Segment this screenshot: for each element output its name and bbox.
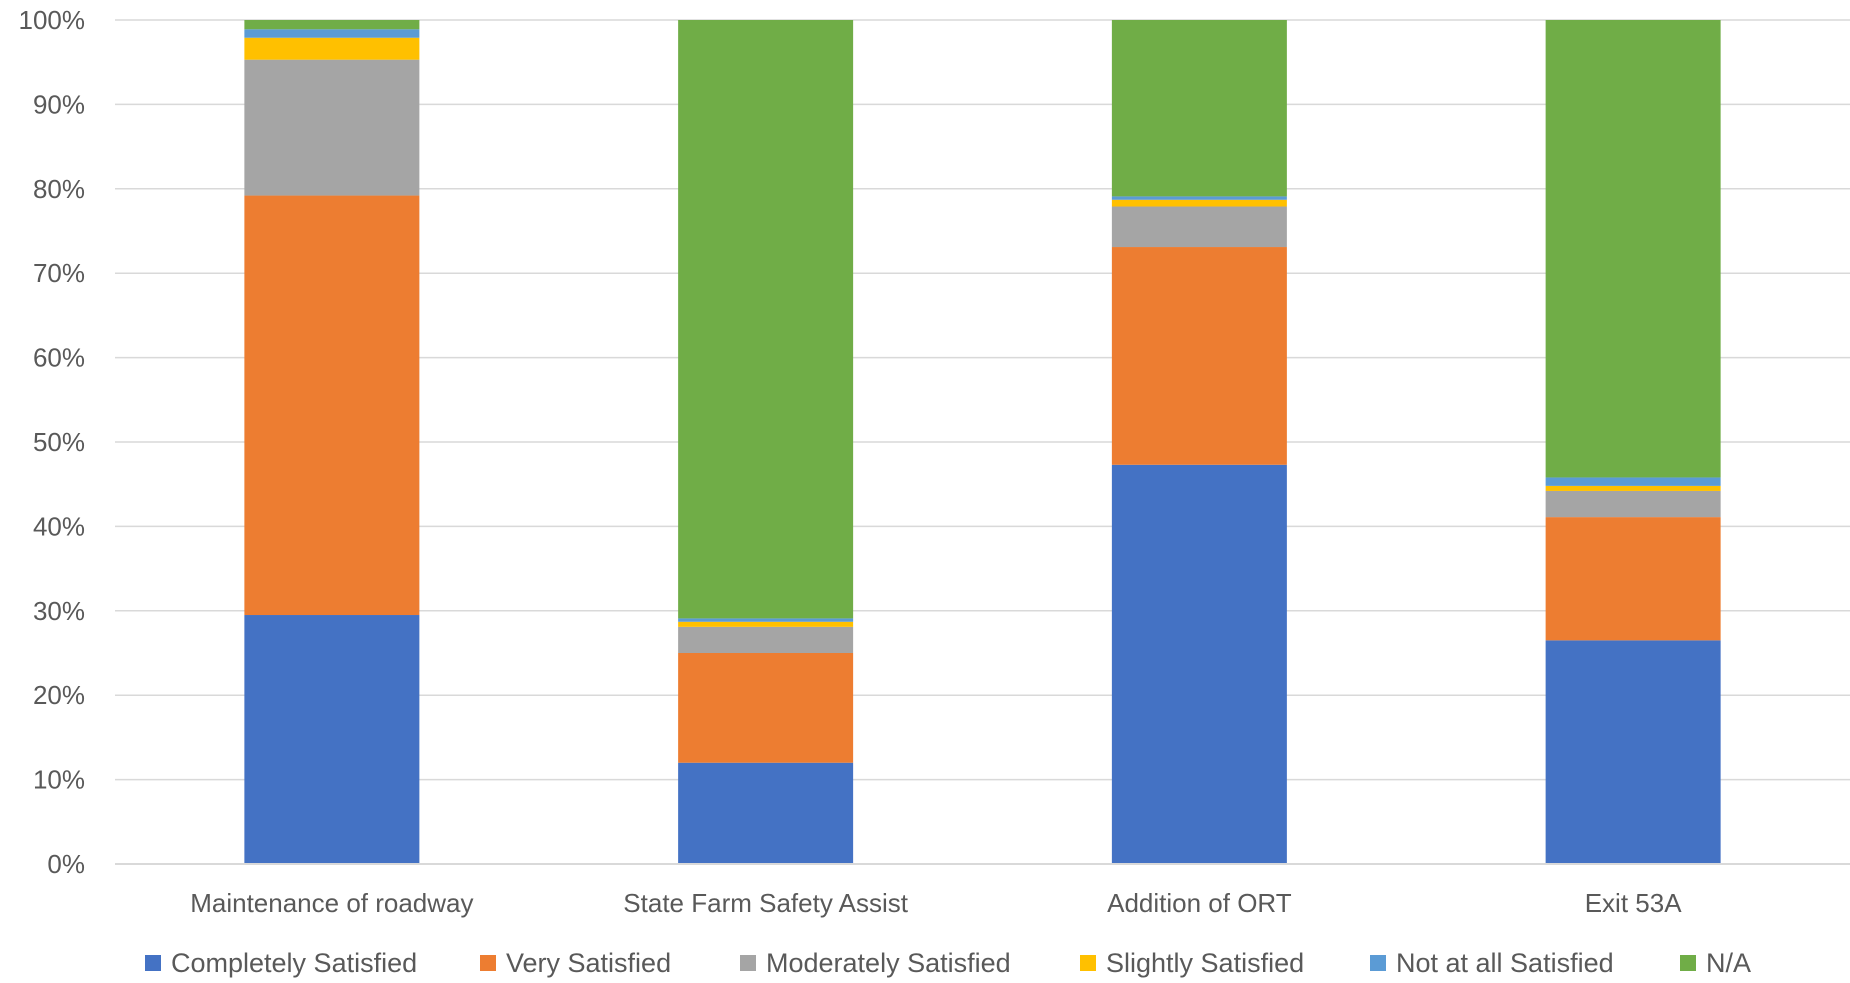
bar-segment <box>1546 477 1721 485</box>
bar-segment <box>678 622 853 627</box>
y-tick-label: 40% <box>33 511 85 541</box>
bar-segment <box>244 20 419 29</box>
bar-segment <box>244 38 419 60</box>
legend-label: Slightly Satisfied <box>1106 948 1304 978</box>
bar-segment <box>1112 196 1287 199</box>
y-tick-label: 0% <box>47 849 85 879</box>
legend-swatch <box>1680 955 1696 971</box>
x-category-label: Maintenance of roadway <box>190 888 473 918</box>
bar-segment <box>1546 20 1721 477</box>
bar-segment <box>244 29 419 37</box>
bar-segment <box>1112 207 1287 248</box>
bar-segment <box>1546 640 1721 864</box>
legend-label: Not at all Satisfied <box>1396 948 1614 978</box>
x-category-label: Exit 53A <box>1585 888 1682 918</box>
legend-label: Very Satisfied <box>506 948 671 978</box>
bar-segment <box>1112 247 1287 465</box>
bar-segment <box>1546 491 1721 517</box>
legend-swatch <box>740 955 756 971</box>
bar-segment <box>678 653 853 763</box>
y-tick-label: 50% <box>33 427 85 457</box>
legend-label: N/A <box>1706 948 1751 978</box>
bar-segment <box>1546 517 1721 640</box>
bar-segment <box>244 196 419 615</box>
legend-label: Moderately Satisfied <box>766 948 1011 978</box>
y-tick-label: 70% <box>33 258 85 288</box>
category-labels: Maintenance of roadway State Farm Safety … <box>190 888 1682 918</box>
legend-swatch <box>1080 955 1096 971</box>
bar-segment <box>678 618 853 621</box>
x-category-label: Addition of ORT <box>1107 888 1292 918</box>
bar-segment <box>1112 200 1287 207</box>
bar-segment <box>1112 20 1287 196</box>
y-tick-label: 60% <box>33 343 85 373</box>
y-tick-label: 100% <box>19 5 86 35</box>
legend-swatch <box>1370 955 1386 971</box>
bar-segment <box>1112 465 1287 864</box>
legend-swatch <box>145 955 161 971</box>
y-axis-tick-labels: 0% 10% 20% 30% 40% 50% 60% 70% 80% 90% 100% <box>19 5 86 879</box>
bar-segment <box>244 615 419 864</box>
bar-segment <box>678 763 853 864</box>
bar-segment <box>1546 486 1721 491</box>
y-tick-label: 30% <box>33 596 85 626</box>
y-tick-label: 80% <box>33 174 85 204</box>
legend-swatch <box>480 955 496 971</box>
bar-segment <box>244 60 419 196</box>
legend: Completely Satisfied Very Satisfied Modera… <box>145 948 1751 978</box>
y-tick-label: 20% <box>33 680 85 710</box>
bar-segment <box>678 627 853 653</box>
y-tick-label: 10% <box>33 765 85 795</box>
bar-segment <box>678 20 853 618</box>
x-category-label: State Farm Safety Assist <box>623 888 908 918</box>
legend-label: Completely Satisfied <box>171 948 417 978</box>
y-tick-label: 90% <box>33 89 85 119</box>
